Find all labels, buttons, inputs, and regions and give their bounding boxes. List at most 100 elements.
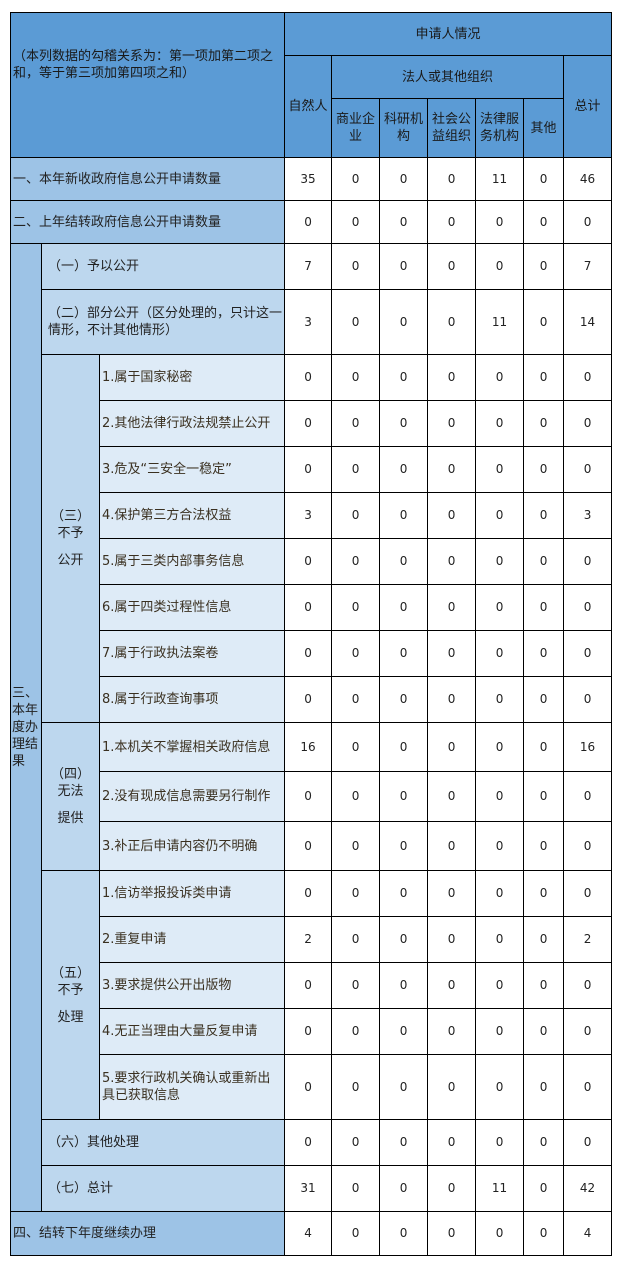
cell-value: 0 [379, 630, 429, 677]
cell-value: 4 [563, 1211, 613, 1256]
row-label: （七）总计 [40, 1165, 286, 1212]
cell-value: 7 [284, 243, 333, 290]
cell-value: 2 [284, 916, 333, 963]
cell-value: 0 [427, 916, 477, 963]
cell-value: 0 [331, 1008, 381, 1055]
table-row: （五） 不予 处理 1.信访举报投诉类申请 0 0 0 0 0 0 0 [11, 870, 613, 1120]
cell-value: 0 [379, 584, 429, 631]
cell-value: 0 [284, 870, 333, 917]
natural-person-header: 自然人 [284, 55, 333, 158]
cell-value: 0 [563, 200, 613, 244]
cell-value: 0 [475, 676, 525, 723]
row-label: 5.属于三类内部事务信息 [98, 538, 286, 585]
cell-value: 0 [563, 962, 613, 1009]
row-label: 一、本年新收政府信息公开申请数量 [9, 157, 286, 201]
row-label: 3.补正后申请内容仍不明确 [98, 821, 286, 871]
cell-value: 0 [427, 1211, 477, 1256]
cell-value: 0 [563, 400, 613, 447]
cell-value: 0 [563, 676, 613, 723]
cell-value: 0 [331, 676, 381, 723]
cell-value: 46 [563, 157, 613, 201]
cell-value: 0 [379, 722, 429, 772]
cell-value: 31 [284, 1165, 333, 1212]
cell-value: 0 [427, 354, 477, 401]
cell-value: 0 [523, 722, 565, 772]
cell-value: 0 [379, 870, 429, 917]
group-label-line: 提供 [57, 811, 84, 826]
cell-value: 0 [284, 1008, 333, 1055]
cell-value: 11 [475, 157, 525, 201]
cell-value: 0 [427, 1054, 477, 1120]
row-label: 2.没有现成信息需要另行制作 [98, 771, 286, 822]
cell-value: 0 [331, 1165, 381, 1212]
table-row: 三、本年度办理结果 （一）予以公开 7 0 0 0 0 0 7 [10, 243, 613, 1212]
group-cannot-provide: （四） 无法 提供 [41, 722, 100, 871]
row-label: 7.属于行政执法案卷 [98, 630, 286, 677]
cell-value: 0 [563, 538, 613, 585]
cell-value: 0 [523, 538, 565, 585]
cell-value: 0 [379, 1211, 429, 1256]
table-row: 3.补正后申请内容仍不明确 0 0 0 0 0 0 0 [11, 821, 613, 871]
cell-value: 0 [427, 771, 477, 822]
section-3-label: 三、本年度办理结果 [10, 243, 42, 1212]
cell-value: 0 [379, 157, 429, 201]
table-row: （七）总计 31 0 0 0 11 0 42 [11, 1165, 613, 1212]
cell-value: 0 [284, 200, 333, 244]
cell-value: 3 [284, 492, 333, 539]
cell-value: 0 [427, 962, 477, 1009]
cell-value: 0 [563, 1054, 613, 1120]
row-label: 6.属于四类过程性信息 [98, 584, 286, 631]
group-label-line: （四） [50, 767, 90, 782]
cell-value: 0 [379, 400, 429, 447]
row-label: 3.要求提供公开出版物 [98, 962, 286, 1009]
cell-value: 0 [475, 630, 525, 677]
table-row: 5.要求行政机关确认或重新出具已获取信息 0 0 0 0 0 0 0 [11, 1054, 613, 1120]
cell-value: 0 [427, 870, 477, 917]
cell-value: 0 [331, 870, 381, 917]
cell-value: 0 [284, 821, 333, 871]
cell-value: 0 [284, 400, 333, 447]
row-label: 2.其他法律行政法规禁止公开 [98, 400, 286, 447]
cell-value: 0 [331, 492, 381, 539]
cell-value: 0 [284, 676, 333, 723]
cell-value: 0 [523, 821, 565, 871]
cell-value: 0 [523, 962, 565, 1009]
table-row: 二、上年结转政府信息公开申请数量 0 0 0 0 0 0 0 [9, 200, 613, 244]
table-row: 4.保护第三方合法权益 3 0 0 0 0 0 3 [11, 492, 613, 539]
cell-value: 0 [379, 200, 429, 244]
table-row: 3.危及“三安全一稳定” 0 0 0 0 0 0 0 [11, 446, 613, 493]
table-row: 2.其他法律行政法规禁止公开 0 0 0 0 0 0 0 [11, 400, 613, 447]
cell-value: 0 [523, 916, 565, 963]
group-label-line: （三） [50, 509, 90, 524]
row-label: 3.危及“三安全一稳定” [98, 446, 286, 493]
cell-value: 0 [427, 821, 477, 871]
cell-value: 0 [284, 1119, 333, 1166]
group-not-disclosed: （三） 不予 公开 [41, 354, 100, 723]
cell-value: 0 [563, 1119, 613, 1166]
cell-value: 0 [331, 538, 381, 585]
cell-value: 4 [284, 1211, 333, 1256]
group-label-line: 不予 [57, 526, 84, 541]
cell-value: 0 [331, 1054, 381, 1120]
cell-value: 0 [523, 157, 565, 201]
cell-value: 0 [475, 200, 525, 244]
cell-value: 0 [523, 446, 565, 493]
row-label: （一）予以公开 [40, 243, 286, 290]
cell-value: 0 [523, 354, 565, 401]
cell-value: 0 [331, 354, 381, 401]
cell-value: 0 [475, 492, 525, 539]
cell-value: 0 [379, 1119, 429, 1166]
cell-value: 0 [563, 821, 613, 871]
cell-value: 0 [331, 1211, 381, 1256]
cell-value: 0 [379, 771, 429, 822]
cell-value: 0 [523, 1165, 565, 1212]
table-row: 4.无正当理由大量反复申请 0 0 0 0 0 0 0 [11, 1008, 613, 1055]
table-row: 6.属于四类过程性信息 0 0 0 0 0 0 0 [11, 584, 613, 631]
cell-value: 0 [331, 400, 381, 447]
cell-value: 0 [331, 771, 381, 822]
cell-value: 0 [331, 157, 381, 201]
cell-value: 0 [331, 584, 381, 631]
cell-value: 0 [475, 538, 525, 585]
row-label: 1.属于国家秘密 [98, 354, 286, 401]
table-row: 5.属于三类内部事务信息 0 0 0 0 0 0 0 [11, 538, 613, 585]
